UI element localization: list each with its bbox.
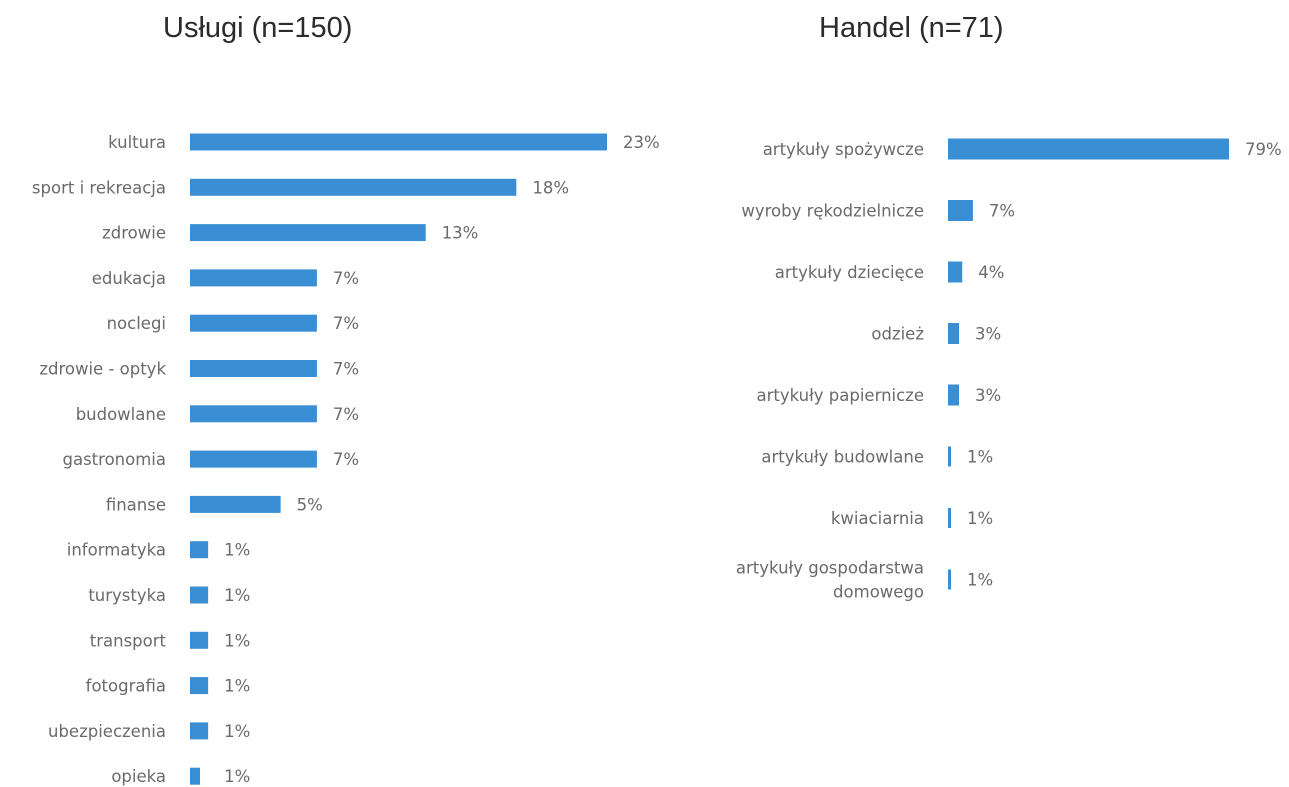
category-label-informatyka: informatyka	[67, 541, 166, 560]
value-label-artykuly-dzieciece: 4%	[978, 263, 1004, 282]
bar-artykuly-budowlane	[948, 446, 951, 467]
value-label-sport-i-rekreacja: 18%	[532, 178, 569, 197]
category-label-zdrowie-optyk: zdrowie - optyk	[39, 360, 166, 379]
value-label-fotografia: 1%	[224, 677, 250, 696]
bar-gastronomia	[190, 450, 317, 468]
bar-edukacja	[190, 269, 317, 287]
chart-handel: Handel (n=71) artykuły spożywcze 79% wyrob…	[680, 0, 1289, 787]
category-label-fotografia: fotografia	[86, 677, 166, 696]
bar-chart-handel: artykuły spożywcze 79% wyroby rękodzielnic…	[736, 138, 1282, 602]
category-label-noclegi: noclegi	[107, 314, 166, 333]
bar-kultura	[190, 133, 607, 151]
chart-uslugi: Usługi (n=150) kultura 23% sport i rekreac…	[32, 12, 660, 786]
category-label-artykuly-dzieciece: artykuły dziecięce	[775, 263, 924, 282]
category-label-gastronomia: gastronomia	[63, 450, 167, 469]
value-label-turystyka: 1%	[224, 586, 250, 605]
value-label-kultura: 23%	[623, 133, 660, 152]
value-label-edukacja: 7%	[333, 269, 359, 288]
category-label-zdrowie: zdrowie	[102, 224, 166, 243]
value-label-opieka: 1%	[224, 767, 250, 786]
value-label-zdrowie-optyk: 7%	[333, 360, 359, 379]
bar-zdrowie-optyk	[190, 360, 317, 377]
bar-artykuly-spozywcze	[948, 138, 1229, 160]
value-label-wyroby-rekodzielnicze: 7%	[989, 202, 1015, 221]
category-label-kwiaciarnia: kwiaciarnia	[831, 509, 924, 528]
value-label-transport: 1%	[224, 631, 250, 650]
category-label-artykuly-budowlane: artykuły budowlane	[761, 448, 924, 467]
category-label-ubezpieczenia: ubezpieczenia	[48, 722, 166, 741]
bar-finanse	[190, 495, 281, 513]
value-label-informatyka: 1%	[224, 541, 250, 560]
bar-ubezpieczenia	[190, 722, 209, 740]
value-label-artykuly-spozywcze: 79%	[1245, 140, 1282, 159]
category-label-kultura: kultura	[108, 133, 166, 152]
bar-budowlane	[190, 405, 317, 423]
bar-kwiaciarnia	[948, 508, 951, 528]
bar-zdrowie	[190, 224, 426, 242]
category-label-edukacja: edukacja	[92, 269, 166, 288]
bar-artykuly-gospodarstwa-domowego	[948, 569, 951, 590]
value-label-ubezpieczenia: 1%	[224, 722, 250, 741]
bar-chart-uslugi: kultura 23% sport i rekreacja 18% zdrowie 13%…	[32, 133, 660, 786]
bar-turystyka	[190, 586, 209, 604]
value-label-noclegi: 7%	[333, 314, 359, 333]
bar-fotografia	[190, 677, 209, 695]
bar-informatyka	[190, 541, 209, 559]
category-label-opieka: opieka	[111, 767, 166, 786]
category-label-budowlane: budowlane	[76, 405, 166, 424]
chart-title-handel: Handel (n=71)	[819, 12, 1004, 44]
value-label-kwiaciarnia: 1%	[967, 509, 993, 528]
value-label-gastronomia: 7%	[333, 450, 359, 469]
bar-artykuly-dzieciece	[948, 261, 963, 283]
bar-wyroby-rekodzielnicze	[948, 200, 973, 221]
category-label-artykuly-gospodarstwa-domowego: artykuły gospodarstwa domowego	[736, 559, 924, 602]
category-label-artykuly-papiernicze: artykuły papiernicze	[756, 386, 924, 405]
value-label-budowlane: 7%	[333, 405, 359, 424]
category-label-transport: transport	[90, 631, 167, 650]
bar-transport	[190, 631, 209, 649]
category-label-wyroby-rekodzielnicze: wyroby rękodzielnicze	[741, 202, 924, 221]
bar-odziez	[948, 323, 959, 344]
chart-title-uslugi: Usługi (n=150)	[163, 12, 353, 44]
bar-artykuly-papiernicze	[948, 384, 959, 406]
category-label-turystyka: turystyka	[88, 586, 166, 605]
value-label-finanse: 5%	[297, 495, 323, 514]
value-label-odziez: 3%	[975, 325, 1001, 344]
category-label-finanse: finanse	[106, 495, 166, 514]
category-label-sport-i-rekreacja: sport i rekreacja	[32, 178, 166, 197]
value-label-zdrowie: 13%	[442, 224, 479, 243]
bar-sport-i-rekreacja	[190, 178, 517, 196]
bar-opieka	[190, 767, 200, 785]
category-label-artykuly-spozywcze: artykuły spożywcze	[763, 140, 924, 159]
value-label-artykuly-gospodarstwa-domowego: 1%	[967, 571, 993, 590]
category-label-odziez: odzież	[871, 325, 924, 344]
bar-noclegi	[190, 314, 317, 332]
value-label-artykuly-budowlane: 1%	[967, 448, 993, 467]
value-label-artykuly-papiernicze: 3%	[975, 386, 1001, 405]
